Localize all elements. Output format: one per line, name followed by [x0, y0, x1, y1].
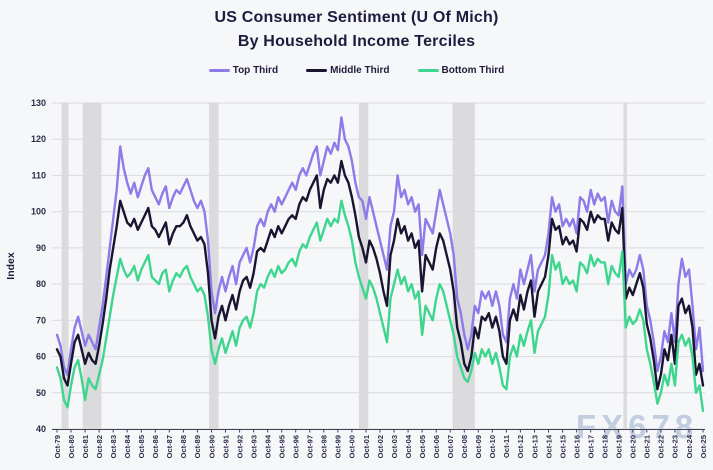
x-tick-label: Oct-15 [558, 435, 567, 458]
x-tick-label: Oct-13 [530, 435, 539, 458]
x-tick-label: Oct-88 [179, 435, 188, 458]
y-tick-label: 100 [31, 207, 46, 217]
legend-label-bottom-third: Bottom Third [441, 65, 505, 76]
recession-band [209, 103, 219, 429]
legend-item-bottom-third: Bottom Third [417, 65, 505, 76]
x-tick-label: Oct-08 [460, 435, 469, 458]
recession-band [452, 103, 475, 429]
x-tick-label: Oct-89 [193, 435, 202, 458]
x-tick-label: Oct-06 [432, 435, 441, 458]
x-tick-label: Oct-17 [587, 435, 596, 458]
legend-swatch-bottom-third [417, 69, 439, 72]
x-tick-label: Oct-02 [376, 435, 385, 458]
x-tick-label: Oct-80 [67, 435, 76, 458]
x-tick-label: Oct-14 [544, 434, 553, 458]
x-tick-label: Oct-11 [502, 435, 511, 458]
legend-item-top-third: Top Third [208, 65, 279, 76]
recession-band [61, 103, 69, 429]
x-tick-label: Oct-86 [151, 435, 160, 458]
y-tick-label: 40 [36, 424, 46, 434]
x-tick-label: Oct-18 [601, 435, 610, 458]
x-tick-label: Oct-92 [235, 435, 244, 458]
x-tick-label: Oct-24 [685, 434, 694, 458]
x-tick-label: Oct-91 [221, 435, 230, 458]
chart-title-line2: By Household Income Terciles [237, 33, 476, 50]
x-tick-label: Oct-12 [516, 435, 525, 458]
x-tick-label: Oct-04 [404, 434, 413, 458]
x-tick-label: Oct-03 [390, 435, 399, 458]
legend: Top Third Middle Third Bottom Third [0, 65, 713, 76]
x-tick-label: Oct-98 [320, 435, 329, 458]
x-tick-label: Oct-09 [474, 435, 483, 458]
y-tick-label: 60 [36, 352, 46, 362]
x-tick-label: Oct-16 [572, 435, 581, 458]
x-tick-label: Oct-97 [306, 435, 315, 458]
x-tick-label: Oct-05 [418, 435, 427, 458]
y-tick-label: 70 [36, 315, 46, 325]
x-tick-label: Oct-07 [446, 435, 455, 458]
x-tick-label: Oct-19 [615, 435, 624, 458]
y-tick-label: 50 [36, 388, 46, 398]
legend-swatch-top-third [208, 69, 230, 72]
x-tick-label: Oct-99 [334, 435, 343, 458]
y-tick-label: 90 [36, 243, 46, 253]
x-tick-label: Oct-83 [109, 435, 118, 458]
series-line-top-third [55, 116, 705, 376]
series-line-bottom-third [55, 199, 705, 413]
y-tick-label: 80 [36, 279, 46, 289]
x-tick-label: Oct-20 [629, 435, 638, 458]
x-tick-label: Oct-22 [657, 435, 666, 458]
x-tick-label: Oct-90 [207, 435, 216, 458]
x-tick-label: Oct-25 [699, 435, 708, 458]
chart-title-line1: US Consumer Sentiment (U Of Mich) [214, 9, 499, 26]
x-tick-label: Oct-00 [348, 435, 357, 458]
x-tick-label: Oct-96 [292, 435, 301, 458]
x-tick-label: Oct-21 [643, 435, 652, 458]
recession-band [358, 103, 369, 429]
x-tick-label: Oct-23 [671, 435, 680, 458]
x-tick-label: Oct-95 [278, 435, 287, 458]
legend-item-middle-third: Middle Third [306, 65, 390, 76]
y-axis-label: Index [5, 252, 17, 280]
legend-swatch-middle-third [306, 69, 328, 72]
x-tick-label: Oct-81 [81, 435, 90, 458]
legend-label-top-third: Top Third [232, 65, 279, 76]
x-tick-label: Oct-93 [249, 435, 258, 458]
x-tick-label: Oct-82 [95, 435, 104, 458]
y-tick-label: 130 [31, 98, 46, 108]
y-tick-label: 110 [31, 170, 46, 180]
series-line-middle-third [55, 159, 705, 391]
x-tick-label: Oct-10 [488, 435, 497, 458]
x-tick-label: Oct-87 [165, 435, 174, 458]
legend-label-middle-third: Middle Third [330, 65, 390, 76]
x-tick-label: Oct-94 [264, 434, 273, 458]
x-tick-label: Oct-85 [137, 435, 146, 458]
watermark: FX678 [576, 408, 699, 445]
x-tick-label: Oct-84 [123, 434, 132, 458]
y-tick-label: 120 [31, 134, 46, 144]
x-tick-label: Oct-01 [362, 435, 371, 458]
x-tick-label: Oct-79 [53, 435, 62, 458]
